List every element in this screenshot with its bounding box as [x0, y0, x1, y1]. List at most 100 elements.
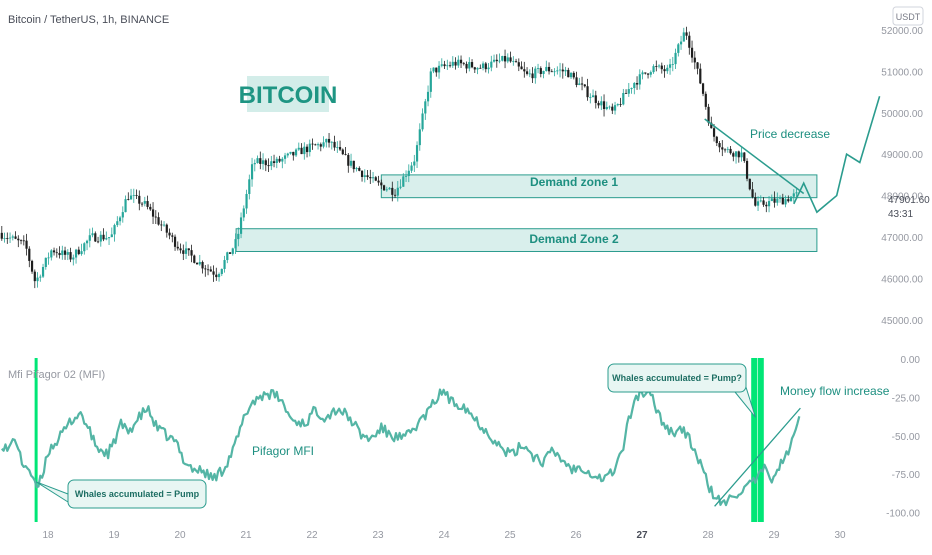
candle-body [259, 158, 262, 164]
candle-body [547, 66, 551, 72]
candle-body [523, 69, 526, 72]
candle-body [418, 129, 421, 146]
candle-body [294, 149, 298, 156]
candle-body [762, 200, 765, 205]
candle-body [47, 257, 50, 259]
candle-body [173, 236, 177, 247]
candle-body [561, 69, 564, 72]
candle-body [715, 136, 718, 144]
candle-body [531, 73, 534, 79]
candle-body [773, 198, 776, 203]
price-axis-tick: 45000.00 [881, 316, 923, 327]
candle-body [457, 59, 460, 66]
candle-body [344, 154, 347, 155]
candle-body [426, 91, 430, 102]
candle-body [121, 212, 124, 218]
candle-body [234, 239, 237, 249]
candle-body [602, 101, 606, 110]
candle-body [622, 92, 625, 105]
candle-body [327, 138, 331, 143]
candle-body [193, 255, 196, 263]
candle-body [157, 217, 160, 225]
candle-body [80, 251, 83, 255]
candle-body [710, 122, 713, 129]
candle-body [641, 72, 644, 75]
mfi-axis-tick: -25.00 [892, 393, 921, 404]
candle-body [476, 67, 479, 70]
candle-body [195, 262, 199, 265]
candle-body [336, 147, 339, 148]
candle-body [693, 57, 696, 63]
bitcoin-label: BITCOIN [239, 82, 338, 109]
mfi-axis-tick: -50.00 [892, 432, 921, 443]
candle-body [267, 165, 270, 167]
candle-body [759, 200, 762, 202]
candle-body [281, 158, 284, 162]
candle-body [644, 72, 647, 74]
candle-body [256, 158, 259, 164]
currency-badge[interactable]: USDT [892, 6, 924, 26]
candle-body [545, 66, 548, 71]
candle-body [212, 271, 215, 275]
candle-body [432, 67, 435, 72]
candle-body [297, 147, 300, 150]
last-price-badge: 47901.60 43:31 [888, 195, 930, 220]
candle-body [627, 89, 630, 94]
candle-body [726, 148, 729, 150]
candle-body [248, 179, 251, 194]
candle-body [154, 216, 157, 218]
price-axis-tick: 46000.00 [881, 274, 923, 285]
candle-body [124, 199, 127, 213]
highlight-bar-right-1 [751, 358, 758, 522]
candle-body [22, 240, 25, 242]
candle-body [462, 63, 465, 65]
candle-body [58, 253, 61, 256]
candle-body [39, 276, 42, 278]
candle-body [679, 41, 683, 45]
x-axis-tick: 19 [108, 530, 120, 541]
whales-callout-right-text: Whales accumulated = Pump? [612, 373, 742, 383]
candle-body [707, 106, 710, 123]
candle-body [567, 69, 570, 78]
candle-body [743, 152, 746, 161]
candle-body [363, 175, 366, 177]
candle-body [250, 164, 254, 180]
candle-body [300, 147, 303, 155]
candle-body [520, 66, 523, 70]
candle-body [231, 248, 234, 254]
indicator-title: Mfi Pifagor 02 (MFI) [8, 369, 105, 381]
candle-body [360, 170, 364, 177]
price-axis-tick: 50000.00 [881, 109, 923, 120]
candle-body [25, 240, 28, 249]
candle-body [718, 143, 721, 148]
whales-left-pointer [35, 481, 69, 503]
candle-body [465, 63, 468, 69]
candle-body [512, 61, 515, 62]
candle-body [613, 105, 617, 111]
candle-body [553, 71, 556, 73]
candle-body [140, 203, 144, 205]
candle-body [446, 65, 449, 67]
candle-body [481, 63, 485, 69]
candle-body [517, 62, 520, 67]
candle-body [594, 95, 597, 103]
candle-body [41, 267, 45, 277]
candle-body [165, 224, 168, 233]
candle-body [6, 238, 9, 239]
candle-body [748, 178, 751, 190]
money-flow-trendline [714, 407, 801, 507]
candle-body [74, 249, 78, 258]
projection-path [793, 96, 881, 214]
last-price: 47901.60 [888, 195, 930, 206]
candle-body [597, 102, 600, 106]
candle-body [371, 177, 375, 179]
candle-body [652, 66, 655, 73]
candle-body [666, 67, 669, 72]
candle-body [611, 106, 614, 111]
candle-body [3, 238, 6, 239]
candle-body [646, 73, 650, 75]
x-axis-tick: 28 [702, 530, 714, 541]
candle-body [385, 189, 388, 191]
candle-body [737, 151, 740, 158]
pifagor-mfi-label: Pifagor MFI [252, 444, 314, 458]
